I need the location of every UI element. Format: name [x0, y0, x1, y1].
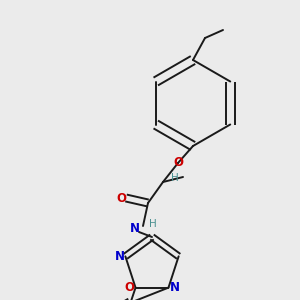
- Text: N: N: [130, 221, 140, 235]
- Text: O: O: [116, 191, 126, 205]
- Text: H: H: [149, 219, 157, 229]
- Text: O: O: [173, 157, 183, 169]
- Text: H: H: [171, 173, 179, 183]
- Text: O: O: [124, 281, 134, 294]
- Text: N: N: [169, 281, 179, 294]
- Text: N: N: [116, 250, 125, 263]
